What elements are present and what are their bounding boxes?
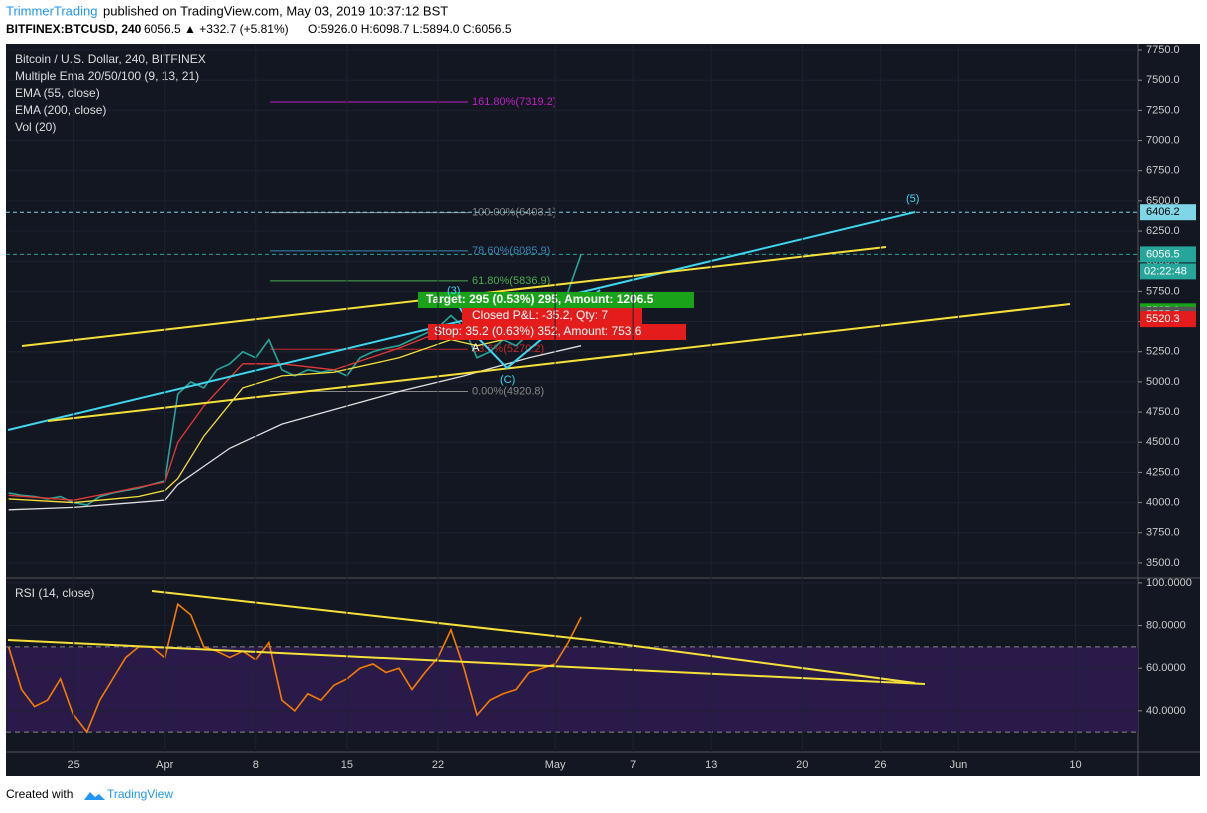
legend-entry: EMA (55, close) (15, 86, 100, 100)
legend-entry: Bitcoin / U.S. Dollar, 240, BITFINEX (15, 52, 206, 66)
closed-label: Closed P&L: -35.2, Qty: 7 (472, 308, 608, 322)
x-tick-label: Jun (950, 759, 968, 771)
y-tick-label: 80.0000 (1146, 619, 1186, 631)
y-tick-label: 60.0000 (1146, 662, 1186, 674)
y-tick-label: 5250.0 (1146, 346, 1180, 358)
axis-badge (1140, 311, 1196, 328)
footer-brand[interactable]: TradingView (107, 787, 173, 801)
y-tick-label: 6250.0 (1146, 225, 1180, 237)
series-line (8, 254, 582, 506)
closed-box (462, 308, 642, 324)
x-tick-label: 15 (341, 759, 353, 771)
y-tick-label: 5750.0 (1146, 285, 1180, 297)
y-tick-label: 3750.0 (1146, 527, 1180, 539)
change: ▲ +332.7 (+5.81%) (184, 22, 289, 36)
fib-label: 0.00%(4920.8) (472, 385, 544, 397)
wave-label: (C) (500, 374, 515, 386)
series-line (7, 602, 582, 734)
x-tick-label: 25 (68, 759, 80, 771)
y-tick-label: 4500.0 (1146, 436, 1180, 448)
target-box (418, 292, 694, 308)
rsi-pane: 40.0000 60.0000 80.0000 100.0000 RSI (14, cl… (6, 577, 1192, 734)
axis-badge (1140, 204, 1196, 221)
axis-badge (1140, 246, 1196, 263)
x-tick-label: 13 (705, 759, 717, 771)
stop-label: Stop: 35.2 (0.63%) 352, Amount: 753.6 (434, 324, 642, 338)
fib-label: 161.80%(7319.2) (472, 96, 556, 108)
legend-entry: EMA (200, close) (15, 103, 106, 117)
ohlc: O:5926.0 H:6098.7 L:5894.0 C:6056.5 (308, 22, 512, 36)
stop-box (428, 324, 686, 340)
y-tick-label: 5000.0 (1146, 376, 1180, 388)
y-tick-label: 40.0000 (1146, 705, 1186, 717)
logo (84, 792, 105, 800)
series-line (8, 345, 582, 511)
axis-badge-label: 6056.5 (1146, 248, 1180, 260)
y-tick-label: 3500.0 (1146, 557, 1180, 569)
x-tick-label: 8 (253, 759, 259, 771)
y-tick-label: 4750.0 (1146, 406, 1180, 418)
x-tick-label: May (545, 759, 566, 771)
series-line (8, 318, 582, 504)
y-tick-label: 7250.0 (1146, 104, 1180, 116)
published: published on TradingView.com, May 03, 20… (103, 3, 448, 18)
x-tick-label: 7 (630, 759, 636, 771)
position-boxes: Target: 295 (0.53%) 295, Amount: 1206.5 … (418, 193, 919, 386)
rsi-trend-line (589, 639, 916, 684)
fib-label: 78.60%(6085.9) (472, 245, 550, 257)
author[interactable]: TrimmerTrading (6, 3, 98, 18)
y-tick-label: 7750.0 (1146, 44, 1180, 56)
y-tick-label: 4000.0 (1146, 496, 1180, 508)
wave-label: (3) (447, 285, 460, 297)
fib-label: 100.00%(6403.1) (472, 206, 556, 218)
countdown-badge (1140, 263, 1196, 280)
countdown: 02:22:48 (1144, 265, 1187, 277)
axis-badge-label: 5520.3 (1146, 313, 1180, 325)
indicator-label: Vol (20) (15, 120, 56, 134)
y-tick-label: 6500.0 (1146, 195, 1180, 207)
rsi-trend-line (151, 590, 591, 641)
y-tick-label: 4250.0 (1146, 466, 1180, 478)
axis-badge-label: 6406.2 (1146, 206, 1180, 218)
y-tick-label: 7500.0 (1146, 74, 1180, 86)
x-tick-label: 22 (432, 759, 444, 771)
x-tick-label: 10 (1069, 759, 1081, 771)
y-tick-label: 6750.0 (1146, 165, 1180, 177)
rsi-trend-line (7, 639, 926, 685)
y-tick-label: 7000.0 (1146, 134, 1180, 146)
symbol: BITFINEX:BTCUSD, 240 (6, 22, 142, 36)
trend-line (7, 211, 916, 431)
x-tick-label: 26 (874, 759, 886, 771)
wave-label: A (472, 342, 480, 354)
x-tick-label: Apr (156, 759, 173, 771)
wave-label: (5) (906, 193, 919, 205)
legend-entry: RSI (14, close) (15, 586, 94, 600)
last-price: 6056.5 (144, 22, 181, 36)
footer-created: Created with (6, 787, 73, 801)
trend-line (47, 303, 1071, 422)
x-tick-label: 20 (796, 759, 808, 771)
legend-entry: Multiple Ema 20/50/100 (9, 13, 21) (15, 69, 199, 83)
y-tick-label: 100.0000 (1146, 577, 1192, 589)
target-label: Target: 295 (0.53%) 295, Amount: 1206.5 (426, 292, 654, 306)
rsi-band (6, 646, 1138, 733)
fib-label: 61.80%(5836.9) (472, 275, 550, 287)
